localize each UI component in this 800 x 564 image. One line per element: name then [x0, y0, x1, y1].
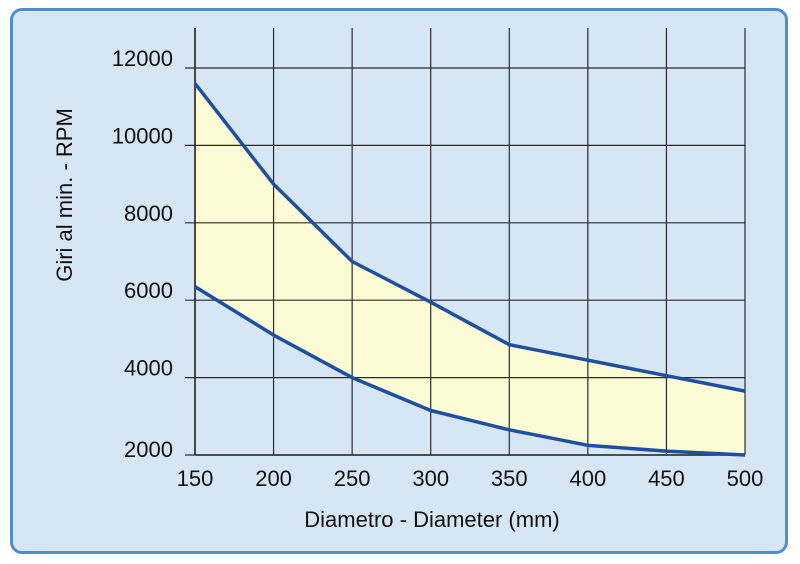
x-tick-label: 450 [648, 466, 685, 491]
y-tick-label: 2000 [124, 437, 173, 462]
x-axis-title: Diametro - Diameter (mm) [304, 507, 559, 532]
x-tick-label: 500 [727, 466, 764, 491]
plot-area [185, 28, 746, 457]
y-tick-label: 12000 [112, 46, 173, 71]
y-tick-label: 6000 [124, 278, 173, 303]
x-tick-label: 300 [412, 466, 449, 491]
shaded-band [195, 83, 745, 455]
y-axis-title: Giri al min. - RPM [52, 108, 77, 282]
x-tick-label: 200 [255, 466, 292, 491]
y-tick-label: 8000 [124, 201, 173, 226]
chart-card [10, 8, 788, 554]
series-line-1 [193, 82, 746, 393]
y-tick-label: 10000 [112, 123, 173, 148]
x-axis: 150 200 250 300 350 400 450 500 [177, 466, 764, 491]
x-tick-label: 400 [569, 466, 606, 491]
y-axis: 2000 4000 6000 8000 10000 12000 [112, 46, 173, 462]
x-tick-label: 350 [491, 466, 528, 491]
y-tick-label: 4000 [124, 356, 173, 381]
series-line-2 [194, 285, 746, 457]
x-tick-label: 150 [177, 466, 214, 491]
x-tick-label: 250 [334, 466, 371, 491]
